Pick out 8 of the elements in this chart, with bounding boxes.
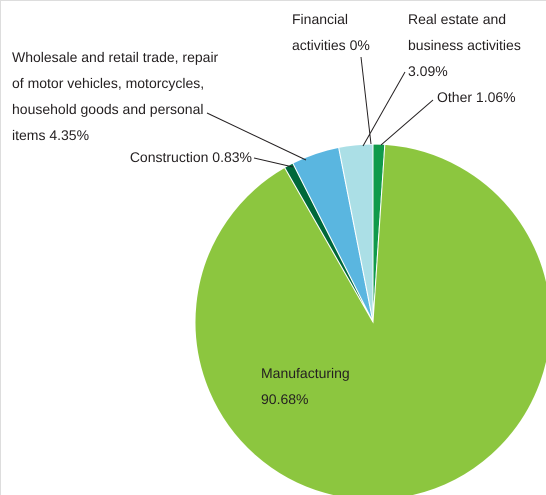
slice-label: Other 1.06% — [437, 89, 516, 105]
slice-label: Construction 0.83% — [130, 149, 252, 165]
category-label: Financial activities 0% — [292, 11, 370, 53]
data-label: 3.09% — [408, 63, 448, 79]
slice-label: Wholesale and retail trade, repair of motor vehicles, motorcycles, household goods and personal items 4.35% — [12, 49, 219, 143]
slice-label: Real estate and business activities — [408, 11, 521, 53]
slice-label: Manufacturing — [261, 365, 350, 381]
data-label: 90.68% — [261, 391, 308, 407]
